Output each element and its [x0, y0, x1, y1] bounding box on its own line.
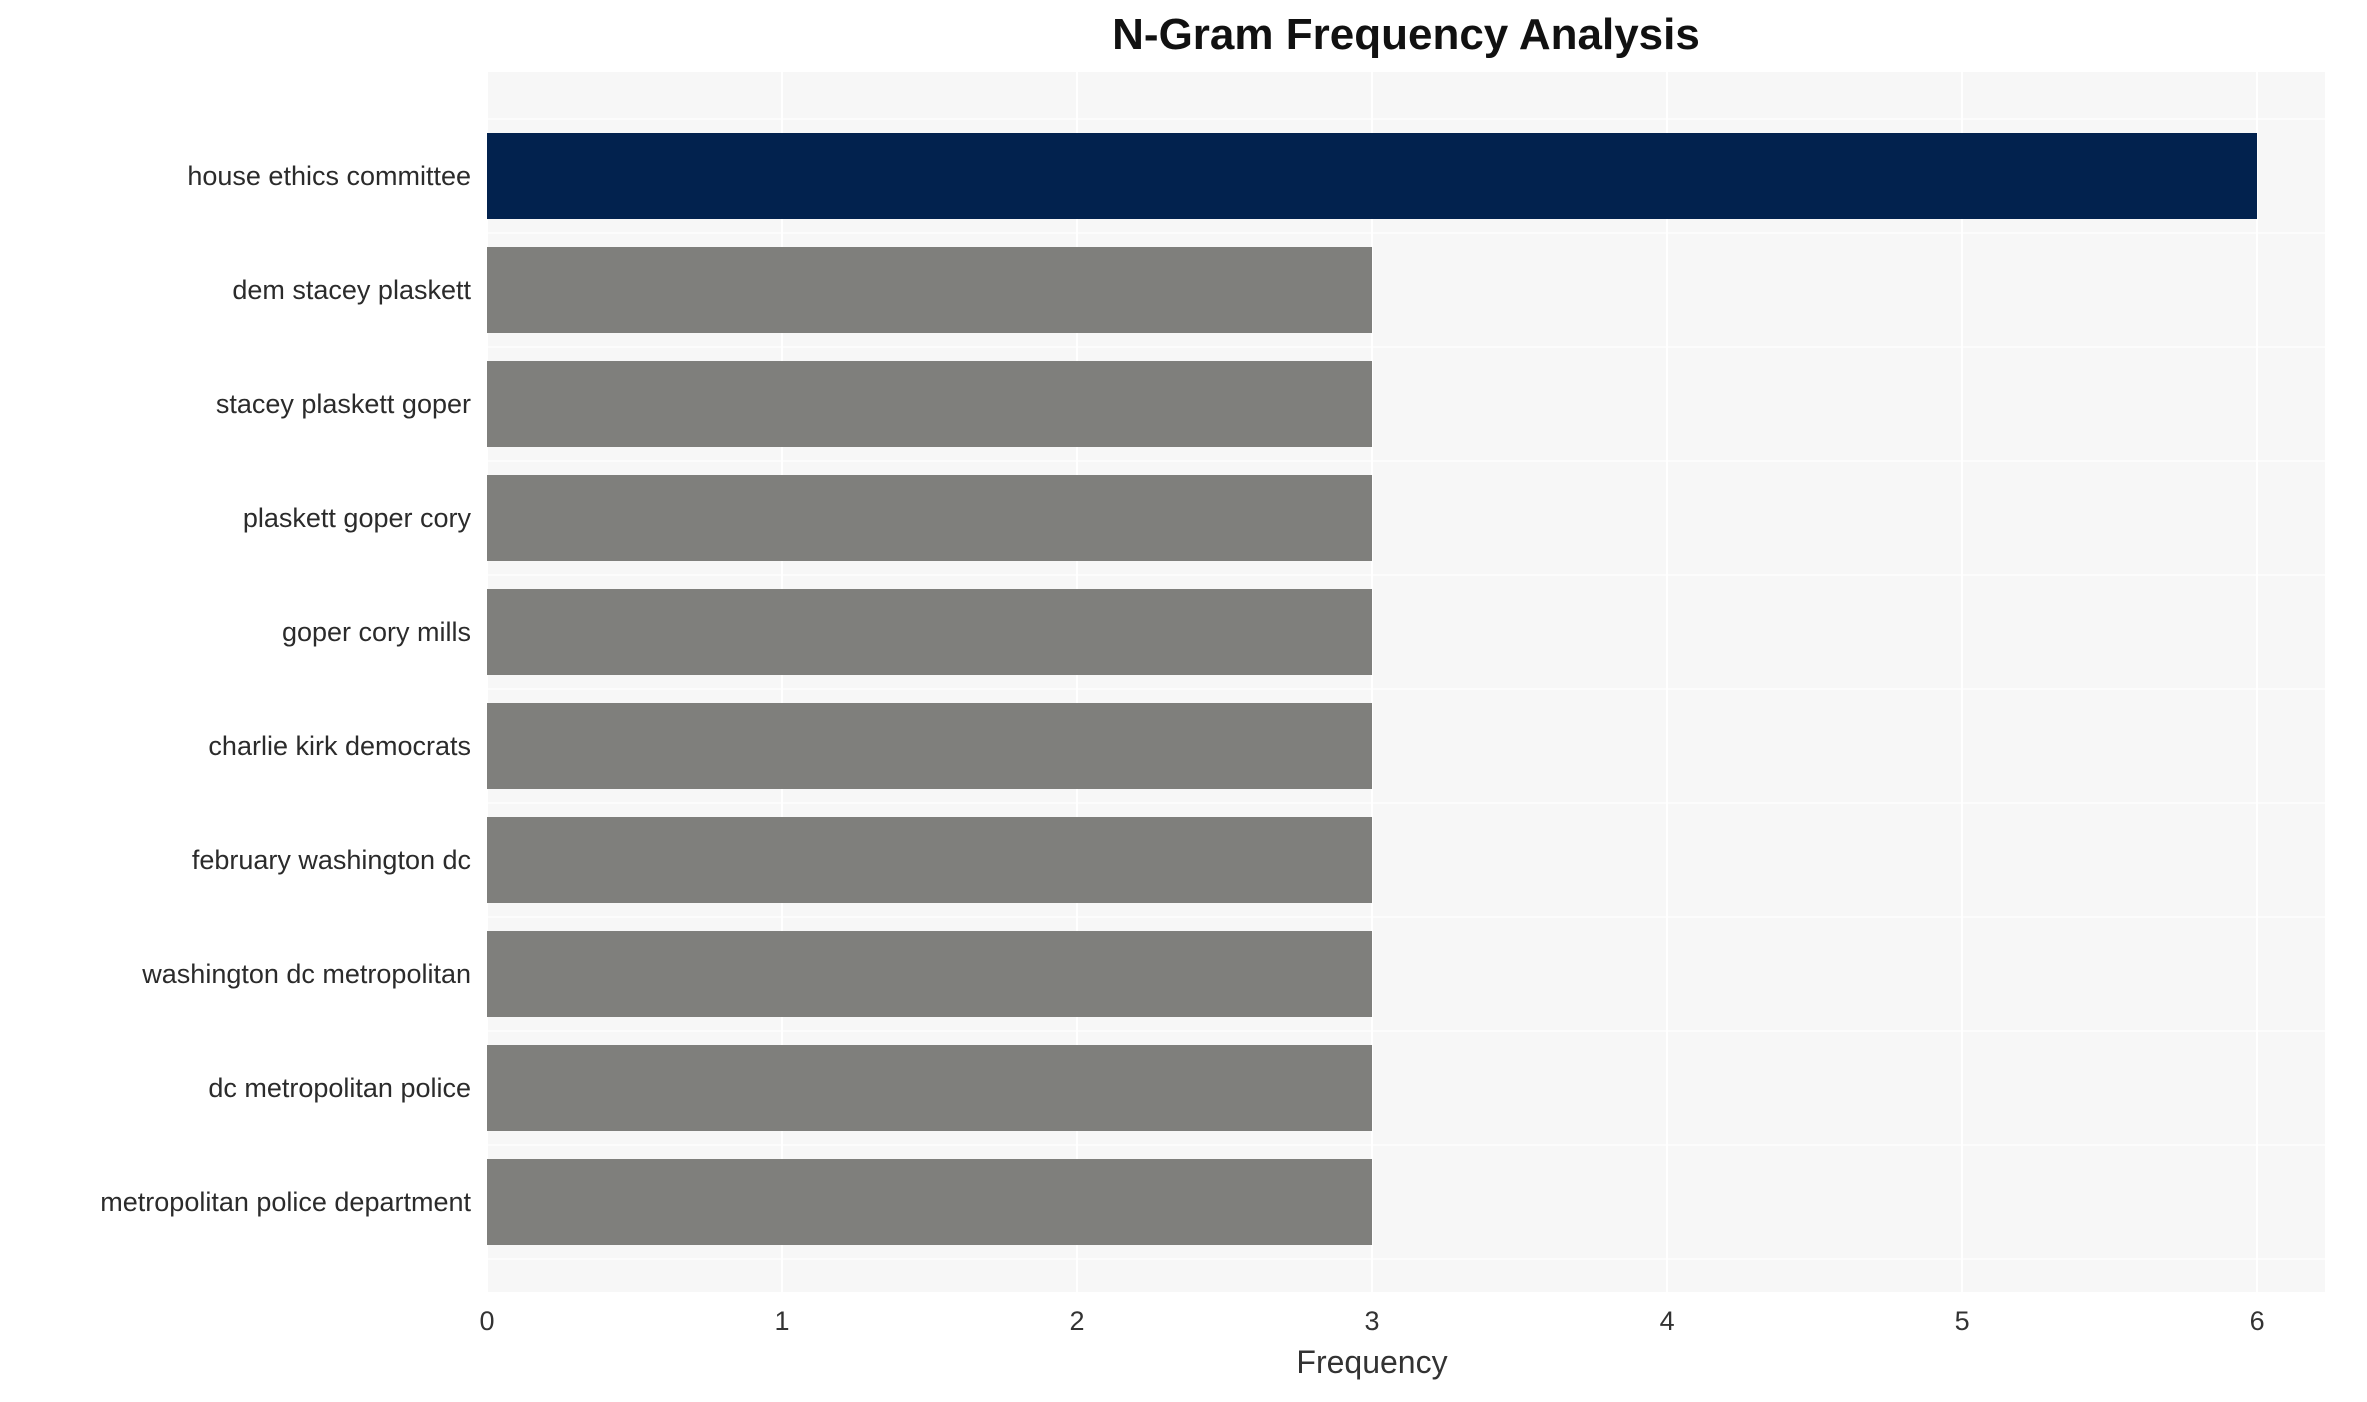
bar — [487, 703, 1373, 789]
category-label: dem stacey plaskett — [232, 274, 471, 305]
gridline-vertical — [1961, 72, 1964, 1292]
bar — [487, 361, 1373, 447]
gridline-horizontal — [487, 1144, 2325, 1146]
table-row: dem stacey plaskett — [0, 233, 2367, 347]
x-tick-label: 6 — [2249, 1306, 2265, 1336]
category-label: stacey plaskett goper — [215, 388, 471, 419]
category-label: charlie kirk democrats — [208, 730, 471, 761]
gridline-vertical — [1371, 72, 1374, 1292]
x-axis-title: Frequency — [1296, 1344, 1448, 1380]
bar — [487, 817, 1373, 903]
gridline-vertical — [781, 72, 784, 1292]
bar — [487, 1045, 1373, 1131]
bar-track — [487, 461, 2325, 575]
gridline-horizontal — [487, 460, 2325, 462]
bar-track — [487, 689, 2325, 803]
gridline-horizontal — [487, 1030, 2325, 1032]
category-label: goper cory mills — [281, 616, 471, 647]
gridline-vertical — [1666, 72, 1669, 1292]
gridline-horizontal — [487, 232, 2325, 234]
table-row: charlie kirk democrats — [0, 689, 2367, 803]
gridline-horizontal — [487, 688, 2325, 690]
bar — [487, 475, 1373, 561]
table-row: house ethics committee — [0, 119, 2367, 233]
bar-track — [487, 119, 2325, 233]
category-label: dc metropolitan police — [208, 1072, 471, 1103]
table-row: metropolitan police department — [0, 1145, 2367, 1259]
gridline-vertical — [2256, 72, 2259, 1292]
table-row: stacey plaskett goper — [0, 347, 2367, 461]
x-tick-label: 3 — [1364, 1306, 1380, 1336]
category-label: plaskett goper cory — [242, 502, 471, 533]
bar — [487, 247, 1373, 333]
x-tick-label: 5 — [1954, 1306, 1970, 1336]
gridline-vertical — [486, 72, 488, 1292]
bar-track — [487, 233, 2325, 347]
category-label: metropolitan police department — [100, 1186, 471, 1217]
gridline-horizontal — [487, 118, 2325, 120]
bar-track — [487, 347, 2325, 461]
gridline-vertical — [1076, 72, 1079, 1292]
x-axis: 0 1 2 3 4 5 6 — [0, 1292, 2367, 1352]
bar — [487, 1159, 1373, 1245]
x-tick-label: 1 — [774, 1306, 790, 1336]
x-tick-label: 4 — [1659, 1306, 1675, 1336]
category-label: february washington dc — [191, 844, 471, 875]
bar-track — [487, 1145, 2325, 1259]
bar-track — [487, 1031, 2325, 1145]
table-row: plaskett goper cory — [0, 461, 2367, 575]
table-row: dc metropolitan police — [0, 1031, 2367, 1145]
gridline-horizontal — [487, 1258, 2325, 1260]
gridline-horizontal — [487, 802, 2325, 804]
category-label: washington dc metropolitan — [142, 958, 471, 989]
category-label: house ethics committee — [187, 160, 471, 191]
table-row: goper cory mills — [0, 575, 2367, 689]
gridline-horizontal — [487, 574, 2325, 576]
bar-rows: house ethics committee dem stacey plasket… — [0, 119, 2367, 1259]
x-tick-label: 0 — [479, 1306, 495, 1336]
bar — [487, 931, 1373, 1017]
bar-track — [487, 803, 2325, 917]
bar — [487, 589, 1373, 675]
bar — [487, 133, 2258, 219]
table-row: washington dc metropolitan — [0, 917, 2367, 1031]
gridline-horizontal — [487, 916, 2325, 918]
bar-track — [487, 575, 2325, 689]
bar-track — [487, 917, 2325, 1031]
x-tick-label: 2 — [1069, 1306, 1085, 1336]
chart-title: N-Gram Frequency Analysis — [1112, 10, 1700, 59]
table-row: february washington dc — [0, 803, 2367, 917]
gridline-horizontal — [487, 346, 2325, 348]
